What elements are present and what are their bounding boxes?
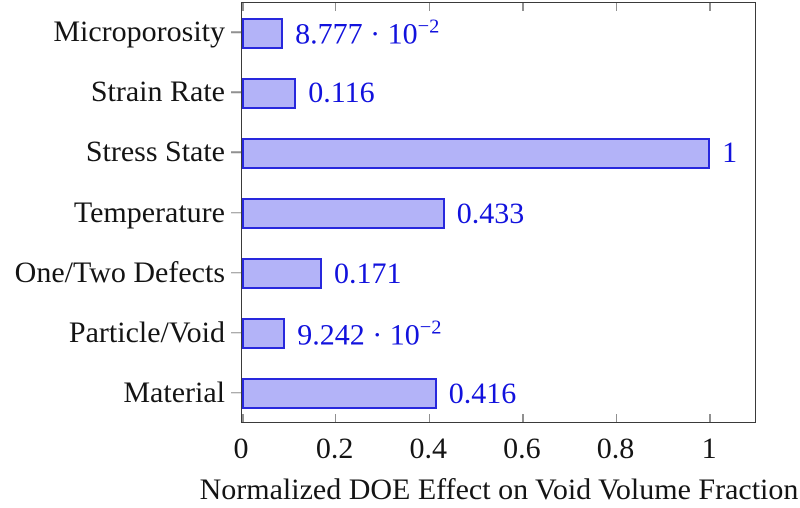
x-tick-label: 1 [701, 432, 717, 465]
category-label: Particle/Void [68, 315, 225, 349]
x-axis-title: Normalized DOE Effect on Void Volume Fra… [199, 473, 799, 506]
x-tick [428, 414, 431, 422]
x-tick [428, 3, 431, 11]
exponent: −2 [417, 15, 440, 38]
bar-value-label: 0.416 [448, 376, 517, 410]
bar [242, 378, 437, 410]
x-tick-label: 0.8 [596, 432, 635, 465]
bar-value-label: 9.242 · 10−2 [297, 316, 442, 352]
x-tick [709, 414, 711, 422]
x-tick [522, 414, 524, 422]
bar-value-label: 1 [722, 136, 738, 170]
x-tick [522, 3, 524, 11]
bar [242, 137, 711, 169]
y-tick [231, 91, 241, 93]
bar [242, 198, 445, 229]
bar-value-label: 0.116 [308, 76, 375, 110]
bar-value-label: 0.171 [334, 256, 402, 290]
x-tick-label: 0.2 [315, 432, 354, 465]
x-tick-label: 0.4 [409, 432, 448, 465]
bar-value-label: 0.433 [456, 196, 525, 230]
x-tick [615, 414, 618, 422]
y-tick [231, 211, 241, 214]
x-tick [334, 3, 337, 11]
category-label: Stress State [85, 135, 225, 169]
x-tick-label: 0 [233, 432, 249, 465]
bar [242, 258, 323, 290]
bar [242, 77, 297, 109]
x-tick-label: 0.6 [503, 432, 541, 465]
category-label: Microporosity [53, 15, 225, 49]
category-label: Strain Rate [90, 75, 225, 109]
plot-area: 8.777 · 10−2 0.116 1 0.433 0.171 9.242 · 10−2… [241, 2, 756, 423]
category-label: Temperature [73, 195, 225, 229]
y-tick [231, 271, 241, 274]
x-tick [242, 414, 244, 422]
x-tick [709, 3, 711, 11]
y-tick [231, 31, 241, 33]
y-tick [231, 151, 241, 154]
bar [242, 17, 284, 49]
x-tick [334, 414, 337, 422]
bar [242, 318, 286, 350]
bar-value-label: 8.777 · 10−2 [295, 15, 440, 51]
category-label: Material [123, 375, 225, 409]
x-tick [242, 3, 244, 11]
y-tick [231, 332, 241, 334]
x-tick [615, 3, 618, 11]
category-label: One/Two Defects [14, 255, 225, 289]
exponent: −2 [419, 316, 442, 339]
y-tick [231, 392, 241, 394]
